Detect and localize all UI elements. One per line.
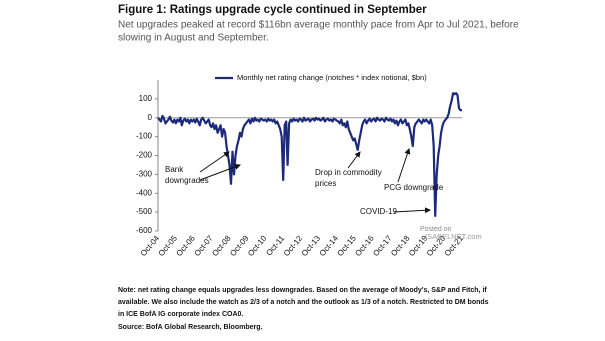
legend-label: Monthly net rating change (notches * ind…	[237, 73, 427, 82]
x-tick-label: Oct-10	[246, 233, 269, 258]
note: Note: net rating change equals upgrades …	[118, 287, 487, 294]
y-tick-label: -600	[136, 226, 153, 235]
y-tick-label: 100	[139, 94, 153, 103]
annotation-arrow	[393, 207, 431, 214]
y-tick-label: -400	[136, 188, 153, 197]
y-tick-label: -500	[136, 207, 153, 216]
annotation: Bank	[165, 165, 184, 174]
y-tick-label: -200	[136, 151, 153, 160]
y-tick-label: -300	[136, 169, 153, 178]
annotation: PCG downgrade	[384, 183, 444, 192]
annotation: COVID-19	[360, 207, 397, 216]
source: Source: BofA Global Research, Bloomberg.	[118, 324, 262, 331]
chart-title: Figure 1: Ratings upgrade cycle continue…	[118, 4, 427, 16]
annotation-arrow	[347, 151, 361, 169]
watermark: Posted on	[420, 226, 452, 233]
y-tick-label: -100	[136, 132, 153, 141]
annotation-arrow	[199, 151, 230, 173]
note: available. We also include the watch as …	[118, 299, 489, 306]
y-tick-label: 0	[148, 113, 153, 122]
series-line	[157, 92, 462, 217]
subtitle: Net upgrades peaked at record $116bn ave…	[118, 20, 519, 31]
annotation-arrow	[397, 148, 411, 183]
annotation: prices	[315, 179, 336, 188]
annotation: downgrades	[165, 176, 209, 185]
subtitle: slowing in August and September.	[118, 33, 269, 44]
note: in ICE BofA IG corporate index COA0.	[118, 311, 243, 318]
annotation: Drop in commodity	[315, 168, 382, 177]
watermark: ISABELNET.com	[425, 232, 482, 241]
annotation-arrow	[199, 163, 241, 181]
